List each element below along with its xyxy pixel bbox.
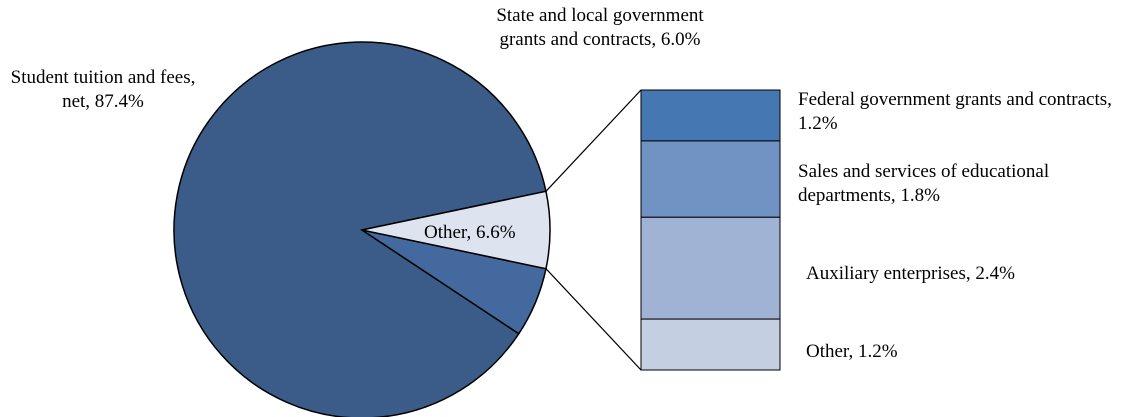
bar-segment <box>640 318 781 371</box>
slice-label: Other, 6.6% <box>424 222 516 243</box>
bar-label: Other, 1.2% <box>806 341 898 362</box>
bar-label: Auxiliary enterprises, 2.4% <box>806 263 1015 284</box>
connector-line <box>545 89 642 192</box>
bar-segment <box>640 216 781 320</box>
bar-segment <box>640 89 781 142</box>
bar-label: Sales and services of educational depart… <box>798 161 1050 206</box>
bar-label: Federal government grants and contracts,… <box>798 89 1112 134</box>
bar-segment <box>640 140 781 218</box>
pie-slice <box>173 41 547 417</box>
slice-label: State and local government grants and co… <box>496 5 704 50</box>
connector-line <box>545 268 642 371</box>
pie-slice <box>361 190 551 270</box>
slice-label: Student tuition and fees, net, 87.4% <box>10 67 196 112</box>
